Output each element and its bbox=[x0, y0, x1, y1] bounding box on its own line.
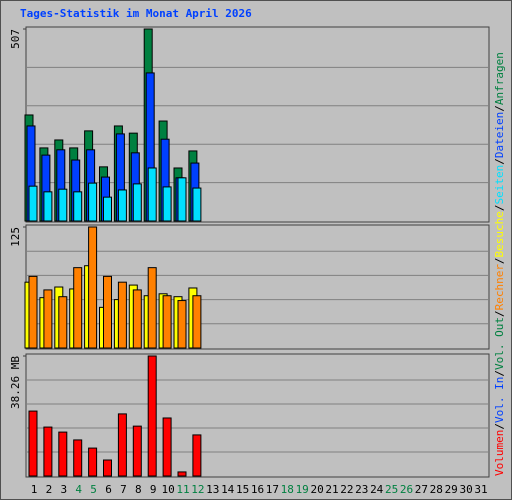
x-tick-label: 15 bbox=[236, 483, 249, 496]
x-tick-label: 9 bbox=[150, 483, 157, 496]
bar bbox=[177, 471, 187, 477]
x-tick-label: 29 bbox=[445, 483, 458, 496]
legend-entry: Besuche bbox=[493, 211, 506, 257]
bar bbox=[162, 186, 172, 222]
bar bbox=[88, 226, 98, 349]
bar bbox=[73, 191, 83, 222]
x-tick-label: 21 bbox=[325, 483, 338, 496]
bar bbox=[43, 289, 53, 349]
x-tick-label: 13 bbox=[206, 483, 219, 496]
x-tick-label: 28 bbox=[430, 483, 443, 496]
x-tick-label: 30 bbox=[459, 483, 472, 496]
bar bbox=[88, 182, 98, 222]
bar bbox=[132, 425, 142, 477]
bar bbox=[132, 183, 142, 222]
legend-separator: / bbox=[493, 310, 506, 317]
x-tick-label: 6 bbox=[105, 483, 112, 496]
bar bbox=[88, 447, 98, 477]
x-tick-label: 1 bbox=[31, 483, 38, 496]
bar bbox=[192, 434, 202, 477]
bar bbox=[117, 413, 127, 477]
x-tick-label: 2 bbox=[46, 483, 53, 496]
x-tick-label: 25 bbox=[385, 483, 398, 496]
bar bbox=[177, 177, 187, 222]
x-tick-label: 3 bbox=[60, 483, 67, 496]
legend-entry: Dateien bbox=[493, 112, 506, 158]
bar bbox=[28, 275, 38, 349]
bar bbox=[58, 296, 68, 349]
bar bbox=[103, 459, 112, 477]
bar bbox=[147, 167, 157, 222]
x-tick-label: 4 bbox=[75, 483, 82, 496]
bar bbox=[147, 267, 157, 349]
bar bbox=[58, 188, 68, 222]
bar bbox=[162, 417, 172, 477]
bar bbox=[192, 295, 202, 349]
legend-entry: Seiten bbox=[493, 165, 506, 205]
x-tick-label: 5 bbox=[90, 483, 97, 496]
legend-entry: Anfragen bbox=[493, 52, 506, 105]
x-tick-label: 7 bbox=[120, 483, 127, 496]
x-tick-label: 10 bbox=[161, 483, 174, 496]
bar bbox=[103, 196, 112, 222]
x-tick-label: 14 bbox=[221, 483, 235, 496]
bar bbox=[28, 410, 38, 477]
legend: Volumen/Vol. In/Vol. Out/Rechner/Besuche… bbox=[493, 52, 506, 476]
bar bbox=[117, 281, 127, 349]
y-tick-label: 507 bbox=[9, 29, 22, 49]
panel bbox=[25, 353, 490, 478]
bar bbox=[162, 295, 172, 349]
bar bbox=[43, 426, 53, 477]
x-tick-label: 12 bbox=[191, 483, 204, 496]
legend-separator: / bbox=[493, 105, 506, 112]
bar bbox=[147, 355, 157, 477]
bar bbox=[103, 275, 112, 349]
bar bbox=[58, 431, 68, 477]
bar bbox=[132, 289, 142, 349]
bar bbox=[192, 187, 202, 222]
legend-entry: Vol. Out bbox=[493, 317, 506, 370]
legend-entry: Rechner bbox=[493, 264, 506, 311]
x-tick-label: 26 bbox=[400, 483, 413, 496]
legend-separator: / bbox=[493, 204, 506, 211]
x-tick-label: 20 bbox=[310, 483, 323, 496]
x-tick-label: 24 bbox=[370, 483, 384, 496]
bar bbox=[28, 185, 38, 222]
x-tick-label: 27 bbox=[415, 483, 428, 496]
x-tick-label: 31 bbox=[474, 483, 487, 496]
x-tick-label: 18 bbox=[281, 483, 294, 496]
x-tick-label: 22 bbox=[340, 483, 353, 496]
x-tick-label: 8 bbox=[135, 483, 142, 496]
chart-title: Tages-Statistik im Monat April 2026 bbox=[20, 7, 252, 20]
x-tick-label: 16 bbox=[251, 483, 264, 496]
bar bbox=[73, 439, 83, 477]
y-tick-label: 38.26 MB bbox=[9, 356, 22, 409]
x-tick-label: 23 bbox=[355, 483, 368, 496]
legend-separator: / bbox=[493, 158, 506, 165]
legend-separator: / bbox=[493, 257, 506, 264]
legend-entry: Vol. In bbox=[493, 377, 506, 423]
bar bbox=[177, 300, 187, 349]
x-tick-label: 17 bbox=[266, 483, 279, 496]
y-tick-label: 125 bbox=[9, 227, 22, 247]
legend-separator: / bbox=[493, 423, 506, 430]
x-tick-label: 11 bbox=[176, 483, 189, 496]
bar bbox=[73, 267, 83, 349]
bar bbox=[117, 189, 127, 222]
bar bbox=[43, 191, 53, 222]
legend-separator: / bbox=[493, 370, 506, 377]
x-tick-label: 19 bbox=[296, 483, 309, 496]
legend-entry: Volumen bbox=[493, 430, 506, 476]
